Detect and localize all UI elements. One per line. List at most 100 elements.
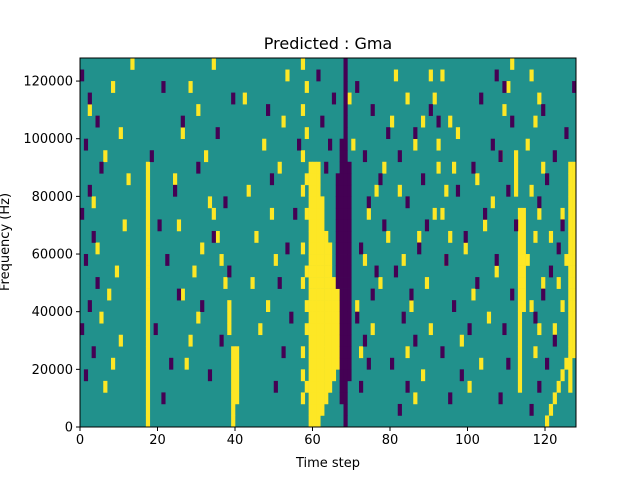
heatmap-cell-high [517, 207, 523, 220]
heatmap-cell-low [572, 81, 577, 93]
heatmap-cell-high [316, 242, 321, 255]
heatmap-cell-high [517, 380, 523, 393]
heatmap-cell-high [331, 300, 337, 312]
x-axis-ticks: 0 20 40 60 80 100 120 [76, 427, 557, 448]
heatmap-cell-high [564, 254, 569, 266]
heatmap-cell-low [343, 288, 348, 301]
heatmap-cell-low [448, 392, 453, 405]
heatmap-cell-high [235, 392, 240, 405]
heatmap-cell-high [564, 357, 569, 370]
heatmap-cell-low [366, 357, 371, 370]
heatmap-cell-high [335, 311, 340, 324]
heatmap-cell-high [304, 173, 309, 186]
heatmap-cell-high [335, 334, 340, 347]
heatmap-cell-high [312, 392, 317, 405]
heatmap-cell-high [548, 403, 554, 416]
heatmap-cell-high [320, 300, 325, 312]
heatmap-cell-high [568, 242, 573, 255]
heatmap-cell-high [490, 196, 495, 209]
chart-title: Predicted : Gma [264, 34, 392, 53]
heatmap-cell-low [207, 369, 213, 382]
heatmap-cell-high [308, 265, 313, 278]
heatmap-cell-high [308, 219, 313, 232]
heatmap-cell-high [331, 357, 337, 370]
heatmap-cell-low [149, 150, 154, 163]
heatmap-cell-high [316, 300, 321, 312]
heatmap-cell-high [316, 311, 321, 324]
heatmap-cell-high [145, 219, 151, 232]
heatmap-cell-high [320, 380, 325, 393]
heatmap-cell-low [343, 104, 348, 116]
heatmap-cell-low [343, 334, 348, 347]
heatmap-cell-high [320, 196, 325, 209]
heatmap-cell-high [320, 277, 325, 289]
heatmap-cell-low [564, 127, 569, 140]
heatmap-cell-low [211, 230, 216, 243]
heatmap-cell-high [316, 219, 321, 232]
heatmap-cell-high [572, 311, 577, 324]
heatmap-cell-high [145, 230, 151, 243]
heatmap-cell-low [343, 242, 348, 255]
heatmap-cell-low [428, 104, 433, 116]
heatmap-cell-high [521, 300, 526, 312]
heatmap-cell-high [393, 69, 399, 82]
heatmap-cell-low [494, 69, 499, 82]
heatmap-cell-high [517, 254, 523, 266]
heatmap-cell-low [343, 369, 348, 382]
heatmap-cell-high [304, 127, 309, 140]
heatmap-cell-low [343, 58, 348, 70]
heatmap-cell-high [312, 380, 317, 393]
heatmap-cell-high [227, 311, 232, 324]
heatmap-cell-high [308, 369, 313, 382]
heatmap-cell-low [80, 69, 85, 82]
heatmap-cell-low [537, 196, 542, 209]
heatmap-cell-low [362, 334, 368, 347]
heatmap-cell-high [242, 92, 247, 105]
heatmap-cell-high [568, 369, 573, 382]
heatmap-cell-high [316, 357, 321, 370]
y-axis-label: Frequency (Hz) [0, 193, 13, 291]
heatmap-cell-low [339, 288, 344, 301]
heatmap-cell-high [254, 230, 259, 243]
heatmap-cell-low [343, 127, 348, 140]
heatmap-cell-low [297, 138, 302, 151]
heatmap-cell-high [572, 334, 577, 347]
heatmap-cell-high [312, 311, 317, 324]
heatmap-cell-high [568, 173, 573, 186]
heatmap-cell-low [328, 138, 333, 151]
x-tick-label: 60 [304, 433, 321, 448]
heatmap-cell-low [498, 150, 503, 163]
heatmap-cell-high [556, 380, 561, 393]
heatmap-cell-low [343, 230, 348, 243]
heatmap-cell-low [362, 150, 368, 163]
heatmap-cell-high [87, 104, 92, 116]
heatmap-cell-low [444, 254, 449, 266]
heatmap-cell-high [335, 346, 340, 359]
heatmap-cell-high [231, 357, 236, 370]
heatmap-cell-high [308, 392, 313, 405]
heatmap-cell-high [572, 288, 577, 301]
heatmap-cell-high [409, 300, 414, 312]
heatmap-cell-low [347, 265, 352, 278]
heatmap-cell-low [87, 184, 92, 197]
y-tick-label: 80000 [32, 190, 73, 205]
heatmap-cell-low [95, 277, 100, 289]
heatmap-cell-high [506, 81, 511, 93]
heatmap-cell-low [289, 311, 294, 324]
heatmap-cell-high [300, 58, 306, 70]
heatmap-cell-low [355, 81, 360, 93]
heatmap-cell-high [258, 323, 263, 336]
heatmap-cell-high [231, 346, 236, 359]
heatmap-cell-high [572, 173, 577, 186]
heatmap-cell-high [517, 323, 523, 336]
heatmap-cell-low [471, 161, 476, 174]
heatmap-cell-high [521, 207, 526, 220]
heatmap-cell-low [335, 265, 340, 278]
heatmap-cell-high [324, 300, 329, 312]
heatmap-cell-high [324, 254, 329, 266]
plot-frame [79, 57, 577, 428]
heatmap-cell-high [227, 323, 232, 336]
heatmap-cell-high [529, 300, 534, 312]
heatmap-cell-low [339, 254, 344, 266]
